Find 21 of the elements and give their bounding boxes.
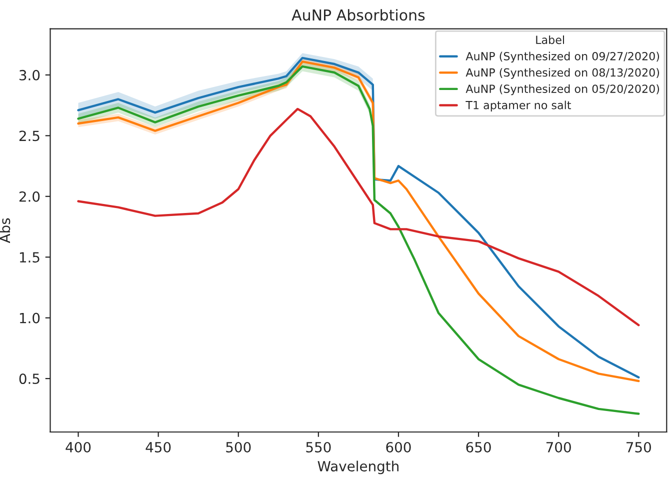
legend-label: AuNP (Synthesized on 05/20/2020) [466, 84, 660, 96]
legend-label: AuNP (Synthesized on 08/13/2020) [466, 68, 660, 79]
y-tick-label: 1.5 [20, 252, 40, 263]
chart-title: AuNP Absorbtions [292, 9, 425, 21]
x-tick-label: 500 [226, 442, 251, 452]
legend-title: Label [536, 35, 564, 44]
x-tick-label: 550 [306, 442, 331, 452]
x-axis-title: Wavelength [318, 460, 398, 474]
legend-label: T1 aptamer no salt [466, 100, 571, 112]
x-tick-label: 750 [626, 442, 651, 452]
y-tick-label: 1.0 [20, 312, 40, 324]
y-tick-label: 3.0 [20, 70, 40, 80]
x-tick-label: 450 [146, 442, 171, 452]
y-tick-label: 2.5 [19, 130, 40, 142]
x-tick-label: 400 [66, 442, 91, 452]
x-tick-label: 700 [546, 442, 571, 452]
x-tick-label: 600 [386, 442, 411, 452]
y-tick-label: 0.5 [19, 374, 40, 384]
legend-label: AuNP (Synthesized on 09/27/2020) [466, 52, 660, 63]
y-tick-label: 2.0 [19, 191, 40, 202]
x-tick-label: 650 [466, 442, 491, 452]
